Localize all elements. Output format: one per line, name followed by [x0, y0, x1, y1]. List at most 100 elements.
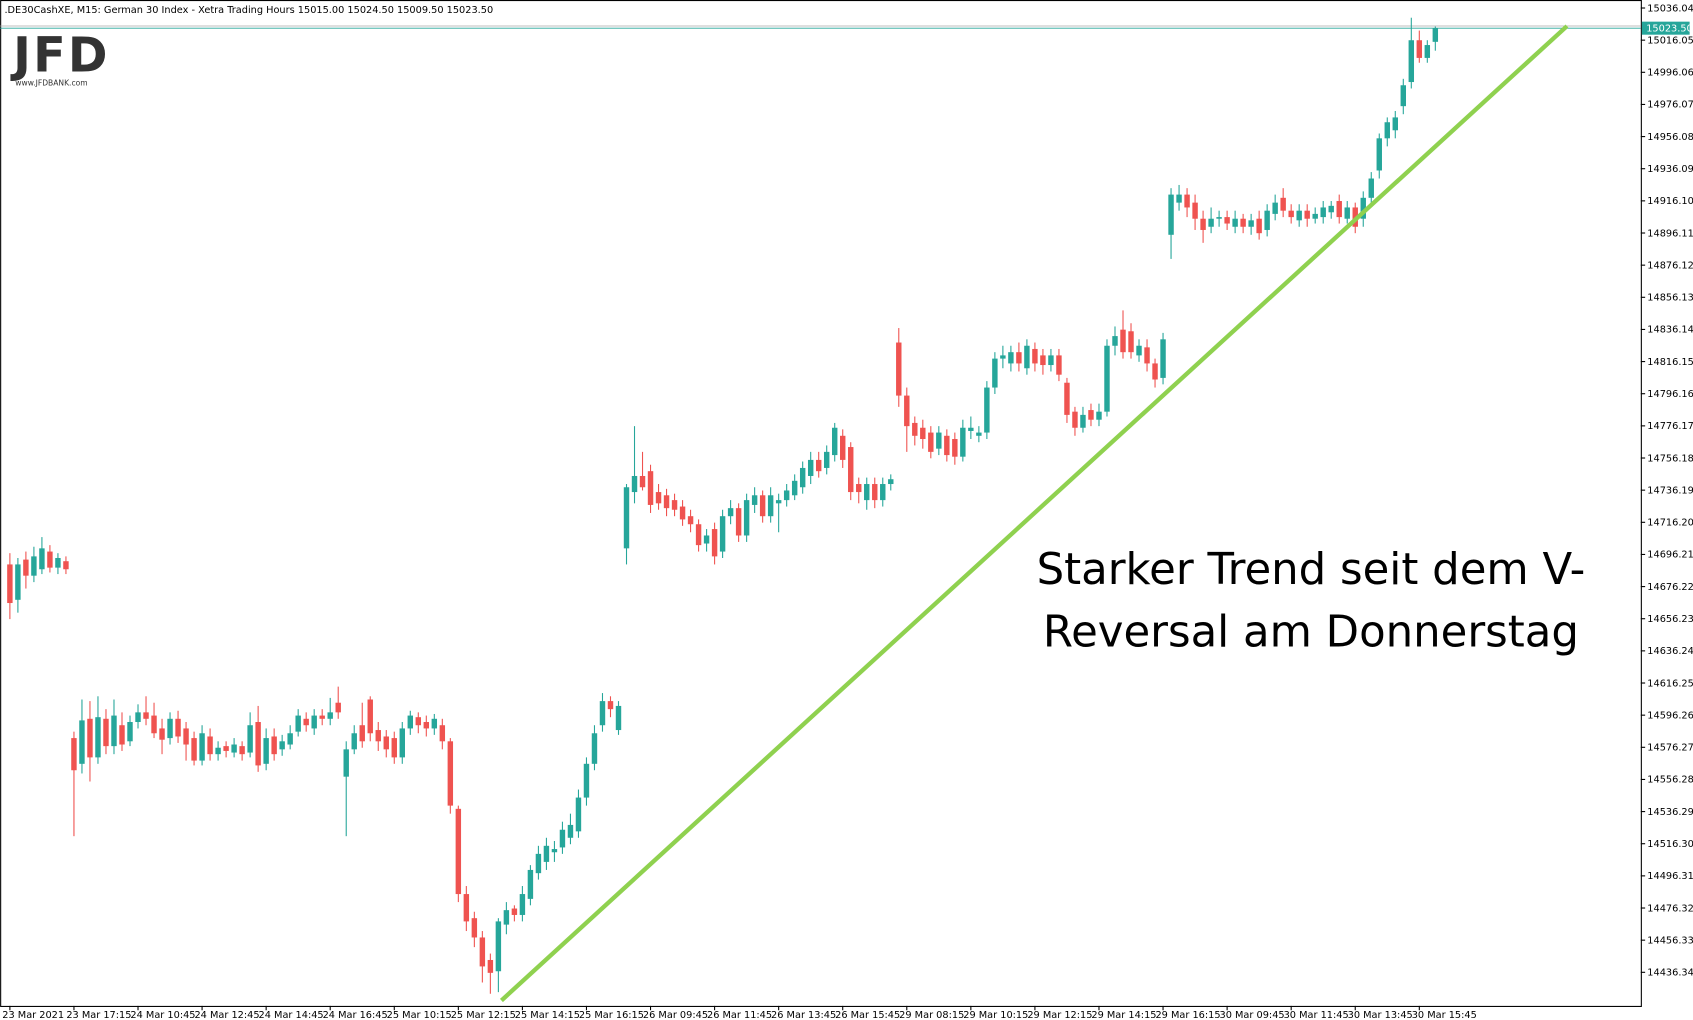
candle-body [287, 733, 293, 745]
candle-body [607, 701, 614, 710]
candle-body [912, 422, 918, 436]
x-tick-label: 23 Mar 17:15 [66, 1010, 131, 1020]
candle-body [1192, 202, 1198, 219]
candle-body [1096, 411, 1102, 420]
y-tick-label: 14616.25 [1647, 678, 1693, 689]
candle-body [95, 717, 101, 758]
candle-body [1088, 410, 1094, 420]
y-tick-label: 14836.14 [1647, 325, 1693, 336]
candle-body [799, 467, 806, 488]
x-tick-label: 29 Mar 10:15 [963, 1010, 1028, 1020]
candle-body [1232, 218, 1238, 227]
candle-body [1384, 122, 1390, 139]
candle-body [383, 736, 389, 750]
candle-body [719, 516, 726, 552]
candle-body [599, 701, 606, 726]
x-tick-label: 29 Mar 16:15 [1155, 1010, 1220, 1020]
candle-body [351, 733, 357, 750]
y-tick-label: 14816.15 [1647, 357, 1693, 368]
candle-body [159, 728, 165, 740]
candle-body [431, 718, 438, 729]
candle-body [591, 733, 598, 764]
y-tick-label: 14536.29 [1647, 807, 1693, 818]
candle-body [79, 720, 85, 764]
candle-body [960, 427, 966, 457]
candle-body [327, 712, 333, 719]
candle-body [479, 937, 486, 967]
y-tick-label: 14736.19 [1647, 485, 1693, 496]
x-tick-label: 30 Mar 13:45 [1348, 1010, 1413, 1020]
candle-body [1256, 218, 1262, 234]
candle-body [1024, 345, 1030, 369]
logo-mark: JFD [10, 29, 110, 84]
candle-body [896, 342, 902, 396]
candle-body [1152, 363, 1158, 380]
candle-body [623, 487, 630, 549]
candle-body [848, 447, 854, 493]
x-tick-label: 24 Mar 14:45 [259, 1010, 324, 1020]
y-tick-label: 14716.20 [1647, 518, 1693, 529]
candle-body [407, 715, 413, 729]
y-tick-label: 14956.08 [1647, 132, 1693, 143]
candle-body [31, 556, 37, 576]
candle-body [663, 495, 670, 509]
candle-body [1224, 217, 1230, 224]
last-price-label: 15023.50 [1646, 23, 1693, 34]
candle-body [247, 725, 253, 753]
logo-url: www.JFDBANK.com [15, 79, 87, 88]
candle-body [535, 853, 542, 874]
candle-body [63, 561, 69, 570]
candle-body [183, 728, 189, 745]
candle-body [1032, 348, 1038, 364]
candle-body [695, 524, 702, 546]
y-tick-label: 14596.26 [1647, 710, 1693, 721]
candle-body [1280, 197, 1286, 211]
candle-body [735, 508, 742, 536]
y-tick-label: 14516.30 [1647, 839, 1693, 850]
x-tick-label: 24 Mar 16:45 [323, 1010, 388, 1020]
candle-body [1240, 218, 1246, 227]
candle-body [71, 738, 77, 771]
candle-body [215, 747, 221, 755]
candle-body [823, 451, 830, 468]
candle-body [751, 495, 758, 505]
candle-body [567, 824, 574, 838]
candle-body [639, 475, 646, 488]
candle-body [864, 484, 870, 501]
candle-body [920, 427, 926, 440]
candle-body [559, 829, 566, 848]
candle-body [791, 480, 798, 496]
candle-body [1104, 345, 1110, 412]
candle-body [47, 551, 53, 568]
candle-body [936, 432, 942, 449]
candle-body [1168, 194, 1174, 235]
candle-body [888, 479, 894, 485]
candle-body [231, 744, 237, 753]
candle-body [1008, 352, 1014, 364]
candle-body [904, 395, 910, 427]
y-tick-label: 14496.31 [1647, 871, 1693, 882]
candle-body [455, 808, 462, 895]
y-tick-label: 14976.07 [1647, 100, 1693, 111]
candle-body [415, 717, 422, 726]
x-tick-label: 23 Mar 2021 [2, 1010, 64, 1020]
candle-body [1376, 138, 1382, 171]
candle-body [103, 718, 109, 747]
candle-body [463, 894, 470, 922]
candle-body [279, 741, 285, 750]
candle-body [1128, 331, 1134, 353]
candle-body [543, 845, 550, 862]
candle-body [39, 548, 45, 570]
candle-body [655, 492, 662, 504]
x-tick-label: 30 Mar 11:45 [1284, 1010, 1349, 1020]
candle-body [840, 435, 846, 460]
candle-body [175, 718, 181, 737]
y-tick-label: 14996.06 [1647, 68, 1693, 79]
x-tick-label: 25 Mar 12:15 [451, 1010, 516, 1020]
y-tick-label: 14856.13 [1647, 293, 1693, 304]
y-tick-label: 14896.11 [1647, 228, 1693, 239]
candle-body [23, 559, 29, 576]
candle-body [271, 736, 277, 755]
candle-body [944, 435, 950, 456]
